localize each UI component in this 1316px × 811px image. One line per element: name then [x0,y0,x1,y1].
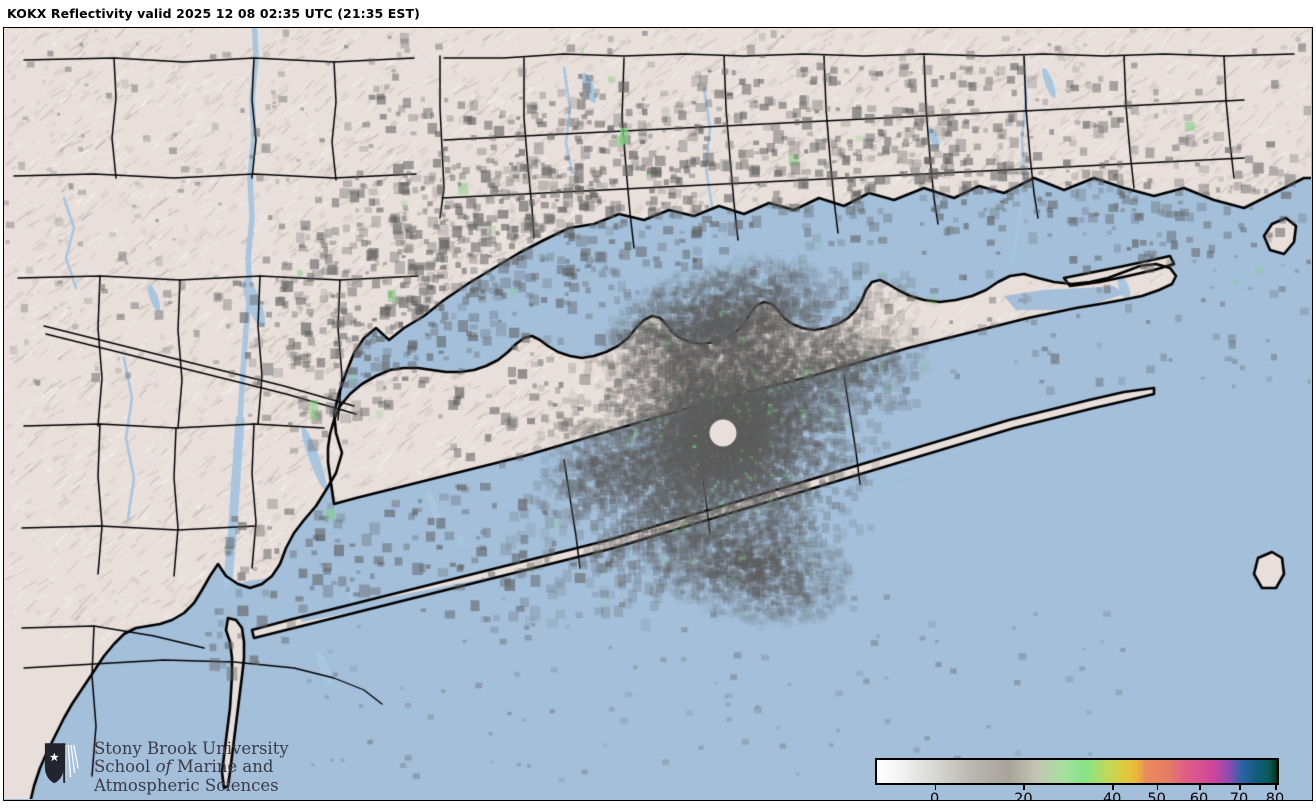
colorbar-legend: 0 20 40 50 60 70 80 [875,758,1285,801]
colorbar-tick-label: 20 [1014,791,1033,801]
colorbar-tick-label: 50 [1147,791,1166,801]
colorbar-gradient [877,760,1277,783]
page-title: KOKX Reflectivity valid 2025 12 08 02:35… [7,6,420,21]
colorbar-tick [1239,785,1241,790]
title-bar: KOKX Reflectivity valid 2025 12 08 02:35… [0,0,1316,27]
colorbar-tick-label: 80 [1265,791,1285,801]
colorbar-tick-label: 40 [1102,791,1122,801]
colorbar-tick [1156,785,1159,790]
radar-map-canvas[interactable] [4,28,1311,799]
colorbar-tick [1023,785,1025,790]
colorbar-tick-label: 0 [929,791,940,801]
colorbar-tick [934,785,937,790]
colorbar-tick-label: 70 [1229,791,1249,801]
colorbar-swatch [875,758,1279,785]
colorbar-tick-label: 60 [1189,791,1209,801]
colorbar-tick [1199,785,1201,790]
colorbar-tick [1275,785,1277,790]
map-frame: Stony Brook University School of Marine … [3,27,1313,801]
colorbar-tick [1112,785,1114,790]
